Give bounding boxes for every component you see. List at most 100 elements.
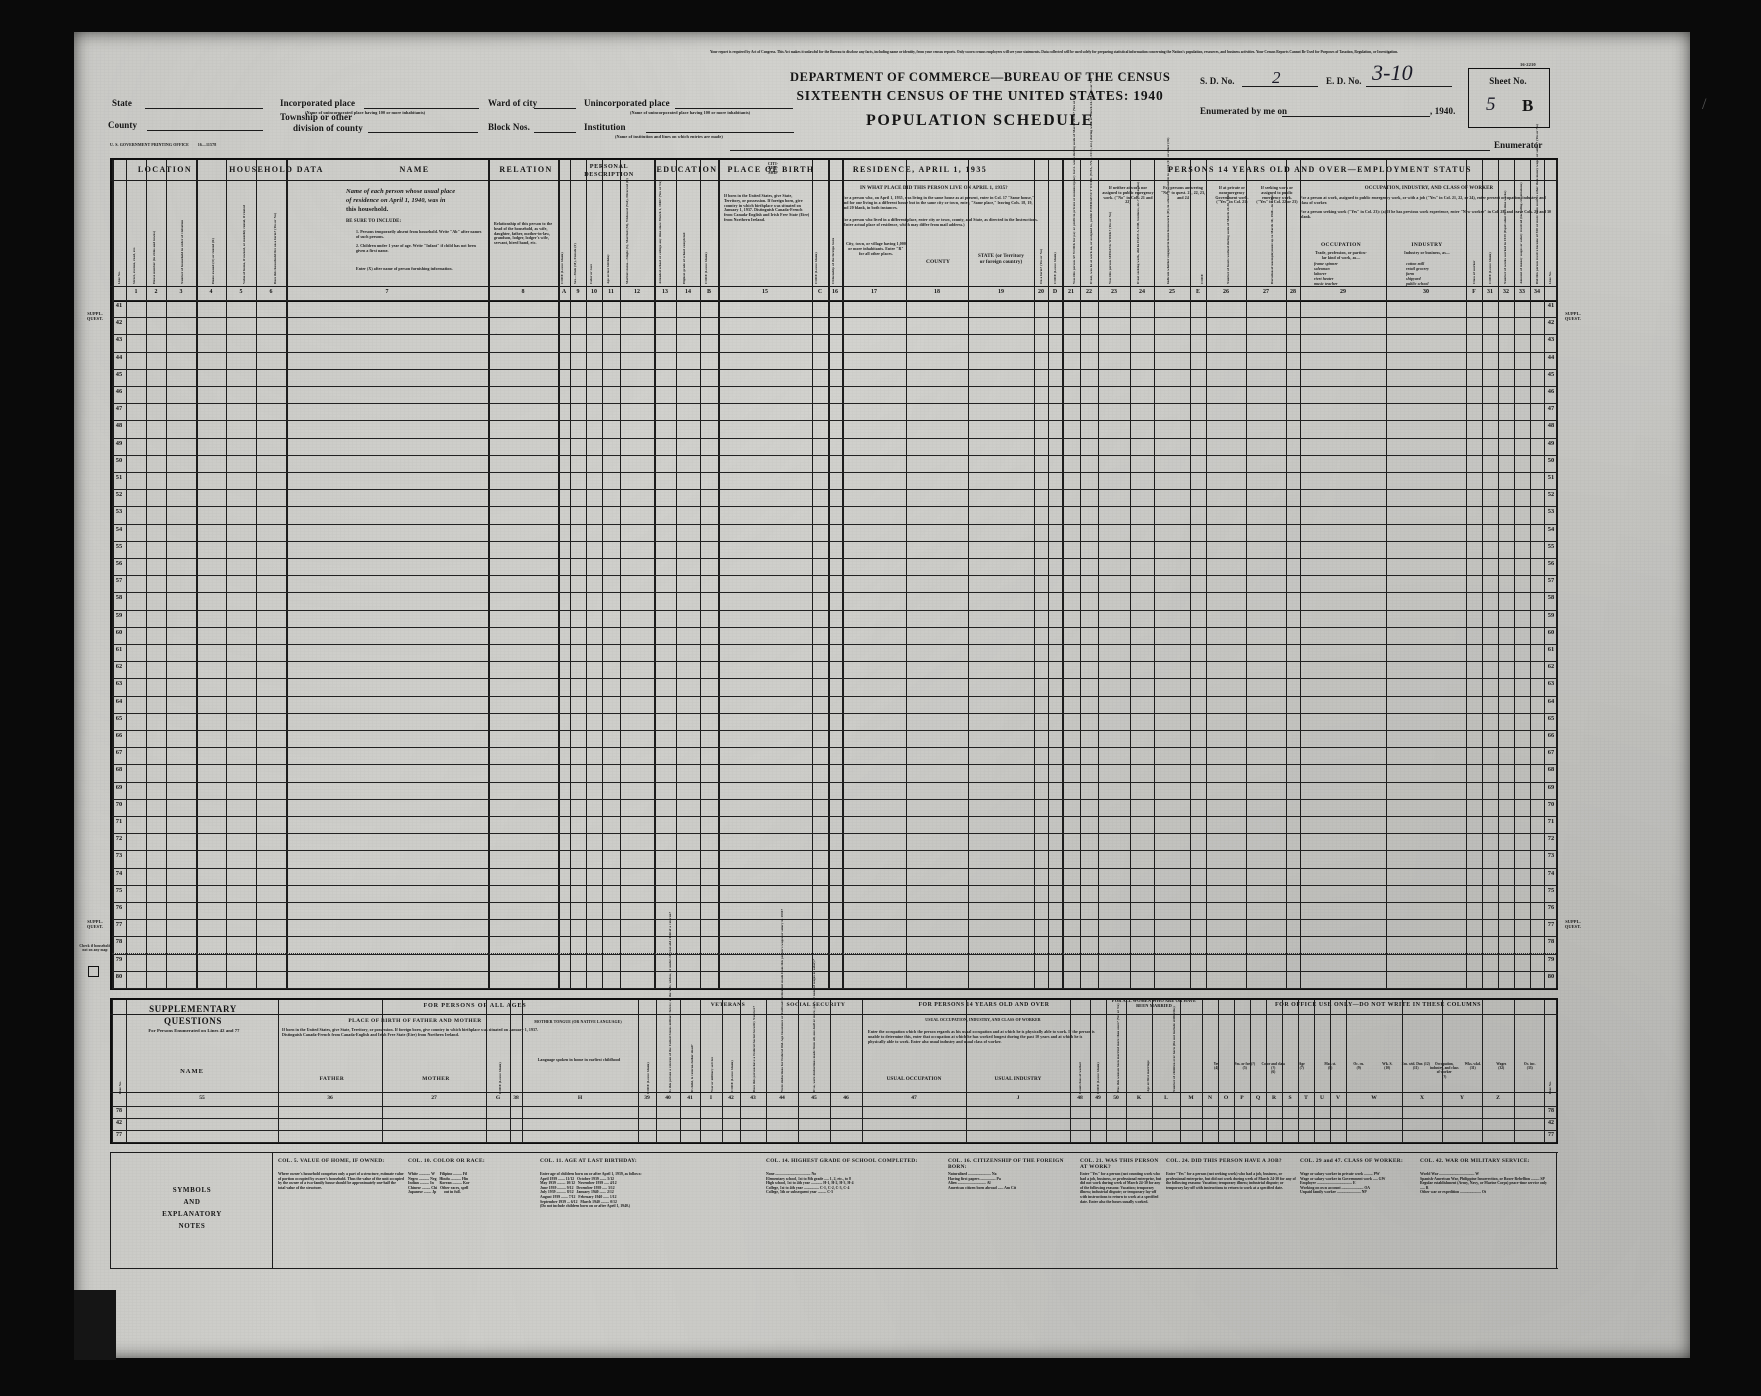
table-row[interactable]: [112, 695, 1556, 697]
table-row[interactable]: [112, 540, 1556, 542]
column-number-occupation: 28: [1290, 289, 1296, 295]
caption-home-value: Value of home, if owned, or monthly rent…: [242, 205, 246, 284]
line-number-45: 45: [1547, 370, 1555, 378]
supp-column-rule: [1152, 1000, 1153, 1142]
caption-citizenship: Citizenship of the foreign born: [831, 237, 835, 284]
table-row[interactable]: [112, 644, 1556, 645]
supp-column-rule: [862, 1000, 863, 1142]
line-number-50: 50: [1547, 456, 1555, 464]
supp-code-pob: CODE (Leave blank): [498, 1062, 502, 1094]
printing-office: U. S. GOVERNMENT PRINTING OFFICE 16—1157…: [110, 142, 217, 147]
table-row[interactable]: [112, 936, 1556, 938]
table-row[interactable]: [112, 489, 1556, 491]
table-row[interactable]: [112, 850, 1556, 852]
line-number-71: 71: [115, 818, 123, 825]
supp-column-number-R: R: [1271, 1095, 1277, 1101]
caption-had-job: If not seeking work, did he HAVE A JOB, …: [1136, 181, 1140, 284]
column-number-color-race: 10: [591, 289, 597, 295]
sheet-no-label: Sheet No.: [1489, 76, 1527, 86]
census-form: Your report is required by Act of Congre…: [79, 46, 1674, 1346]
supp-column-number-S: S: [1288, 1095, 1292, 1101]
supp-column-rule: [382, 1000, 383, 1142]
supp-ss-2: Were deductions for Federal Old-Age Insu…: [780, 908, 784, 1092]
table-row[interactable]: [112, 334, 1556, 336]
supp-column-rule: [1314, 1000, 1315, 1142]
supp-code-usual: CODE (Leave blank): [1096, 1062, 1100, 1094]
column-number-home-owned-rented: 4: [209, 289, 213, 295]
check-household-checkbox[interactable]: [88, 966, 99, 977]
line-number-70: 70: [1547, 800, 1555, 808]
caption-residence-state: STATE (or Territory or foreign country): [977, 254, 1025, 265]
supp-ss-3: If so, were deductions made from all, on…: [812, 959, 816, 1092]
supp-mother-label: MOTHER: [422, 1076, 450, 1082]
table-row[interactable]: [112, 592, 1556, 594]
line-number-63: 63: [115, 680, 123, 688]
note-heading-8: COL. 42. WAR OR MILITARY SERVICE:: [1420, 1158, 1530, 1164]
table-row[interactable]: [112, 747, 1556, 749]
table-row[interactable]: [112, 472, 1556, 473]
table-row[interactable]: [112, 558, 1556, 559]
caption-age: Age at last birthday: [606, 254, 610, 284]
table-row[interactable]: [112, 781, 1556, 783]
table-row[interactable]: [112, 575, 1556, 577]
column-rule: [166, 160, 167, 988]
line-number-53: 53: [1547, 508, 1555, 516]
column-rule: [1098, 160, 1099, 988]
supp-column-number-36: 36: [327, 1095, 333, 1101]
caption-sex: Sex—Male (M), Female (F): [573, 243, 577, 284]
column-rule: [828, 160, 830, 988]
table-row[interactable]: [112, 919, 1556, 921]
table-row[interactable]: [112, 437, 1556, 439]
caption-residence-main: IN WHAT PLACE DID THIS PERSON LIVE ON AP…: [860, 186, 1008, 191]
table-row[interactable]: [112, 368, 1556, 370]
table-row[interactable]: [112, 403, 1556, 405]
table-row[interactable]: [112, 953, 1556, 955]
supp-column-number-44: 44: [779, 1095, 785, 1101]
column-rule: [1514, 160, 1515, 988]
institution-note: (Name of institution and lines on which …: [615, 134, 723, 139]
table-row[interactable]: [112, 970, 1556, 972]
table-row[interactable]: [112, 454, 1556, 456]
caption-relationship: Relationship of this person to the head …: [494, 222, 553, 246]
table-row[interactable]: [112, 988, 1556, 989]
incorporated-note: (Name of unincorporated place having 100…: [305, 110, 426, 115]
table-row[interactable]: [112, 833, 1556, 835]
table-row[interactable]: [112, 730, 1556, 731]
supp-table-row[interactable]: [112, 1106, 1556, 1107]
caption-occupation-sub: Trade, profession, or particu-lar kind o…: [1315, 251, 1367, 260]
table-row[interactable]: [112, 884, 1556, 886]
township-label-2: division of county: [293, 123, 363, 133]
table-row[interactable]: [112, 609, 1556, 611]
scan-edge-top: [0, 0, 1761, 32]
table-row[interactable]: [112, 712, 1556, 714]
column-number-citizenship-foreign-born: 16: [832, 289, 838, 295]
column-rule: [906, 160, 907, 988]
caption-public-emergency: If not, was he at work on, or assigned t…: [1089, 77, 1093, 284]
column-number-sex: 9: [576, 289, 580, 295]
table-row[interactable]: [112, 867, 1556, 869]
table-row[interactable]: [112, 902, 1556, 903]
table-row[interactable]: [112, 626, 1556, 628]
supp-table-row[interactable]: [112, 1118, 1556, 1119]
table-row[interactable]: [112, 386, 1556, 387]
caption-line-no-left: Line No.: [117, 271, 121, 284]
table-row[interactable]: [112, 661, 1556, 663]
table-row[interactable]: [112, 317, 1556, 319]
table-row[interactable]: [112, 300, 1556, 301]
table-row[interactable]: [112, 351, 1556, 353]
table-row[interactable]: [112, 816, 1556, 817]
table-row[interactable]: [112, 798, 1556, 800]
supp-column-rule: [798, 1000, 799, 1142]
supp-column-number-P: P: [1240, 1095, 1244, 1101]
caption-residence-farm: On a farm? (Yes or No): [1039, 248, 1043, 284]
supp-women-2: Age at first marriage: [1146, 1060, 1150, 1092]
table-row[interactable]: [112, 678, 1556, 680]
table-row[interactable]: [112, 764, 1556, 766]
supp-column-rule: [1218, 1000, 1219, 1142]
supp-table-row[interactable]: [112, 1130, 1556, 1131]
supp-table-row[interactable]: [112, 1142, 1556, 1143]
table-row[interactable]: [112, 506, 1556, 508]
table-row[interactable]: [112, 523, 1556, 525]
caption-if-seeking: If seeking work or assigned to public em…: [1256, 186, 1298, 205]
table-row[interactable]: [112, 420, 1556, 422]
